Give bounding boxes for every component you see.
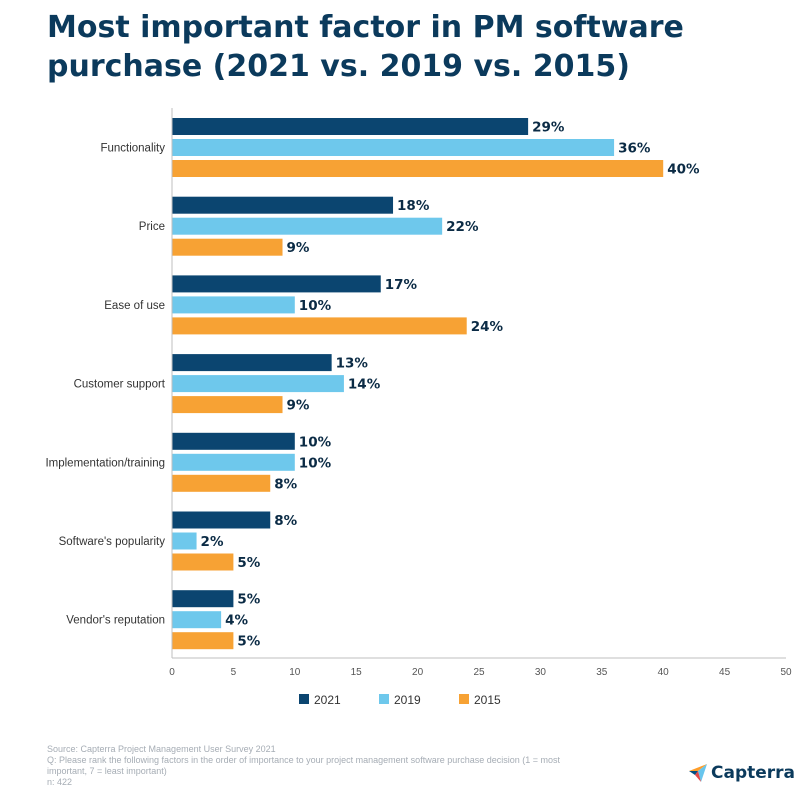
bar-2015 bbox=[172, 632, 234, 650]
bar-2021 bbox=[172, 118, 529, 135]
bar-2019 bbox=[172, 453, 295, 471]
category-label: Ease of use bbox=[104, 300, 165, 312]
bar-2021 bbox=[172, 196, 394, 214]
capterra-brand: Capterra bbox=[689, 760, 795, 786]
source-note: Source: Capterra Project Management User… bbox=[47, 744, 276, 754]
footer-notes: Source: Capterra Project Management User… bbox=[47, 744, 587, 788]
data-label: 8% bbox=[274, 513, 297, 529]
data-label: 13% bbox=[336, 356, 369, 372]
bar-chart: Functionality 29% 36% 40% Price 18% 22% 9% Ease … bbox=[45, 108, 792, 707]
data-label: 24% bbox=[471, 319, 504, 335]
chart-title: Most important factor in PM software pur… bbox=[47, 10, 684, 84]
bar-2019 bbox=[172, 375, 344, 393]
legend: 2021 2019 2015 bbox=[299, 693, 501, 707]
data-label: 8% bbox=[274, 476, 297, 492]
bar-2019 bbox=[172, 296, 295, 314]
legend-swatch-2019 bbox=[379, 694, 389, 704]
data-label: 14% bbox=[348, 377, 381, 393]
data-label: 2% bbox=[201, 534, 224, 550]
category-label: Functionality bbox=[100, 143, 165, 155]
data-label: 29% bbox=[532, 120, 565, 136]
bar-2021 bbox=[172, 511, 271, 529]
x-tick-label: 5 bbox=[231, 667, 237, 678]
category-label: Price bbox=[139, 221, 165, 233]
question-note: Q: Please rank the following factors in … bbox=[47, 755, 561, 776]
legend-swatch-2015 bbox=[459, 694, 469, 704]
category-label: Vendor's reputation bbox=[66, 615, 165, 627]
bar-2019 bbox=[172, 532, 197, 550]
x-tick-label: 40 bbox=[658, 667, 670, 678]
category-label: Software's popularity bbox=[59, 536, 166, 548]
bar-2019 bbox=[172, 139, 615, 156]
data-label: 40% bbox=[667, 162, 700, 178]
x-tick-label: 30 bbox=[535, 667, 547, 678]
data-label: 10% bbox=[299, 455, 332, 471]
data-label: 9% bbox=[287, 398, 310, 414]
x-tick-label: 50 bbox=[780, 667, 792, 678]
x-tick-label: 20 bbox=[412, 667, 424, 678]
data-label: 4% bbox=[225, 613, 248, 629]
data-label: 9% bbox=[287, 240, 310, 256]
bar-2021 bbox=[172, 275, 381, 293]
data-label: 10% bbox=[299, 434, 332, 450]
brand-name: Capterra bbox=[711, 763, 796, 783]
sample-size-note: n: 422 bbox=[47, 777, 73, 787]
plot-area: Functionality 29% 36% 40% Price 18% 22% 9% Ease … bbox=[45, 108, 792, 678]
x-tick-label: 25 bbox=[473, 667, 485, 678]
capterra-logo-icon bbox=[689, 764, 707, 782]
data-label: 5% bbox=[237, 555, 260, 571]
bar-2021 bbox=[172, 354, 332, 372]
data-label: 22% bbox=[446, 219, 479, 235]
category-label: Implementation/training bbox=[45, 457, 165, 469]
legend-swatch-2021 bbox=[299, 694, 309, 704]
bar-2015 bbox=[172, 160, 664, 177]
bar-2019 bbox=[172, 611, 222, 629]
bar-2015 bbox=[172, 396, 283, 414]
data-label: 17% bbox=[385, 277, 418, 293]
bar-2019 bbox=[172, 217, 443, 235]
bar-2015 bbox=[172, 474, 271, 492]
x-tick-label: 35 bbox=[596, 667, 608, 678]
legend-label: 2019 bbox=[394, 693, 421, 707]
legend-label: 2015 bbox=[474, 693, 501, 707]
data-label: 5% bbox=[237, 592, 260, 608]
bar-2021 bbox=[172, 432, 295, 450]
bar-2015 bbox=[172, 553, 234, 571]
bar-2015 bbox=[172, 238, 283, 256]
bar-2015 bbox=[172, 317, 467, 335]
bar-2021 bbox=[172, 590, 234, 608]
category-label: Customer support bbox=[74, 379, 166, 391]
data-label: 36% bbox=[618, 141, 651, 157]
data-label: 10% bbox=[299, 298, 332, 314]
x-tick-label: 0 bbox=[169, 667, 175, 678]
data-label: 18% bbox=[397, 198, 430, 214]
legend-label: 2021 bbox=[314, 693, 341, 707]
x-tick-label: 15 bbox=[351, 667, 363, 678]
x-tick-label: 45 bbox=[719, 667, 731, 678]
x-tick-label: 10 bbox=[289, 667, 301, 678]
data-label: 5% bbox=[237, 634, 260, 650]
